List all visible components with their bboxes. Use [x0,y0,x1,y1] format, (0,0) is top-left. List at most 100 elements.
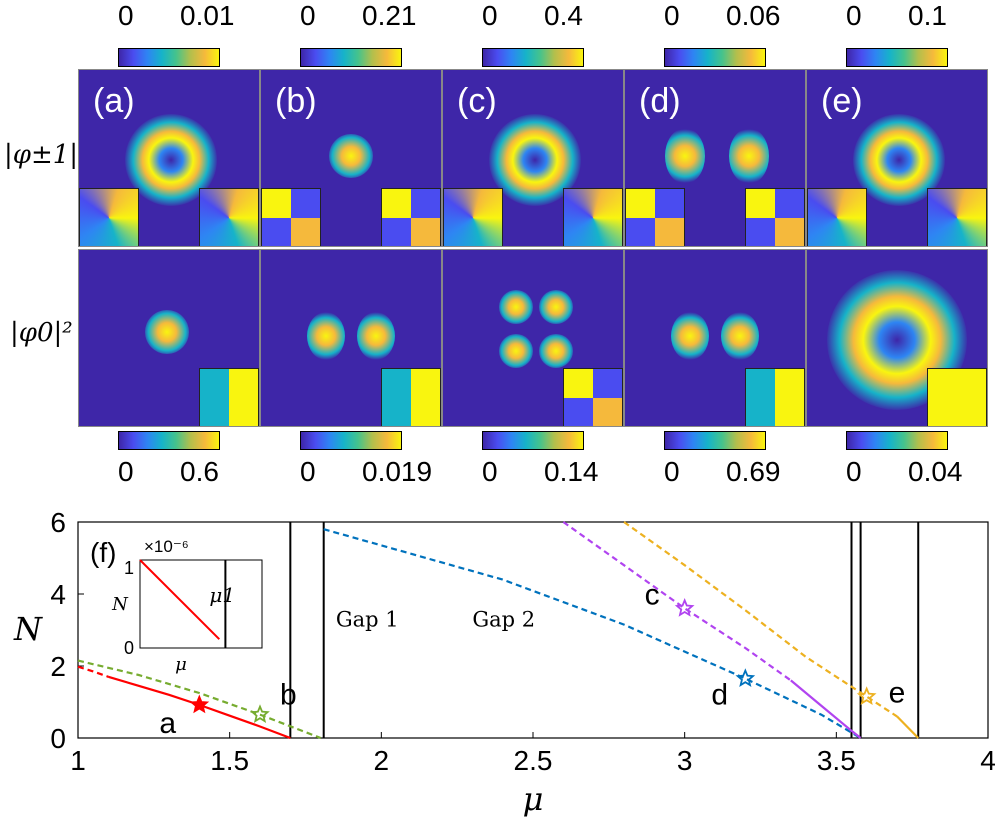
inset-line [139,559,221,640]
panel-label-2: (b) [275,82,317,120]
gap-label: Gap 2 [472,607,535,631]
inset-ylabel: N [111,594,129,615]
phase-inset-right [927,188,987,246]
bottom-colorbar-max-3: 0.14 [544,456,599,487]
x-tick-label: 3.5 [817,745,856,776]
series-line [562,521,792,682]
density-panel-r1-c4: (d) [624,69,806,247]
density-lobe-1 [499,290,533,324]
bottom-colorbar-4 [664,431,766,450]
y-tick-label: 2 [50,651,66,682]
top-colorbar-3 [482,48,584,67]
density-panel-r1-c1: (a) [78,69,260,247]
marker-label-b: b [280,679,297,712]
phase-inset-left [79,188,139,246]
inset-xlabel: μ [175,654,187,675]
panel-label-4: (d) [639,82,681,120]
top-colorbar-min-4: 0 [664,0,680,31]
bottom-colorbar-min-5: 0 [846,456,862,487]
x-tick-label: 1.5 [210,745,249,776]
phase-inset-right [563,188,623,246]
top-colorbar-5 [846,48,948,67]
density-lobe-right [729,128,769,184]
top-colorbar-min-5: 0 [846,0,862,31]
phase-inset [381,368,441,426]
marker-star [856,686,877,705]
top-colorbar-2 [300,48,402,67]
phase-inset-right [199,188,259,246]
top-colorbar-max-5: 0.1 [908,0,947,31]
panel-label-1: (a) [93,82,135,120]
density-blob [329,134,373,178]
top-colorbar-max-1: 0.01 [180,0,235,31]
density-lobe-left [307,312,345,360]
series-line [77,659,322,740]
top-colorbar-4 [664,48,766,67]
x-tick-label: 2 [374,745,390,776]
y-tick-label: 4 [50,579,66,610]
phase-inset-left [625,188,685,246]
x-tick-label: 1 [70,745,86,776]
y-tick-label: 6 [50,507,66,538]
density-panel-r2-c3 [442,249,624,427]
marker-label-d: d [711,679,728,712]
series-line [77,665,109,678]
density-panel-r1-c2: (b) [260,69,442,247]
inset-exponent: ×10⁻⁶ [144,537,189,556]
bottom-colorbar-max-4: 0.69 [726,456,781,487]
marker-label-a: a [159,707,176,740]
top-colorbar-max-4: 0.06 [726,0,781,31]
gap-label: Gap 1 [336,607,399,631]
phase-inset-left [261,188,321,246]
top-colorbar-max-3: 0.4 [544,0,583,31]
top-colorbar-min-1: 0 [118,0,134,31]
series-line [896,715,920,739]
density-lobe-right [357,312,395,360]
panel-label-5: (e) [821,82,863,120]
bottom-colorbar-max-1: 0.6 [180,456,219,487]
row-label-top: |φ±1|² [4,140,89,170]
density-blob [145,310,189,354]
density-lobe-3 [499,334,533,368]
marker-label-e: e [889,677,906,710]
bottom-colorbar-min-1: 0 [118,456,134,487]
density-panel-r2-c1 [78,249,260,427]
inset-ytick: 1 [124,558,134,578]
density-panel-r2-c5 [806,249,988,427]
inset-frame [139,559,263,649]
phase-inset [927,368,987,426]
bottom-colorbar-1 [118,431,220,450]
bottom-colorbar-max-2: 0.019 [362,456,433,487]
marker-star [735,668,756,687]
marker-star [189,694,210,714]
top-colorbar-min-3: 0 [482,0,498,31]
series-line [623,521,898,718]
panel-label-f: (f) [90,537,116,568]
phase-inset-right [745,188,805,246]
density-lobe-right [721,312,759,360]
phase-inset-left [807,188,867,246]
phase-inset-left [443,188,503,246]
marker-star [250,704,270,723]
bottom-colorbar-max-5: 0.04 [908,456,963,487]
marker-star [674,598,695,617]
inset-vline-label: μ1 [209,583,235,607]
top-colorbar-1 [118,48,220,67]
density-panel-r2-c4 [624,249,806,427]
bottom-colorbar-2 [300,431,402,450]
bottom-colorbar-min-2: 0 [300,456,316,487]
chart-frame [77,521,989,739]
bottom-colorbar-min-3: 0 [482,456,498,487]
marker-label-c: c [645,578,660,611]
phase-inset-right [381,188,441,246]
density-lobe-4 [539,334,573,368]
y-axis-label: N [13,610,43,648]
inset-ytick: 0 [124,638,134,658]
x-axis-label: μ [523,780,544,818]
density-panel-r1-c5: (e) [806,69,988,247]
series-line [323,528,862,739]
density-lobe-left [665,128,705,184]
density-panel-r1-c3: (c) [442,69,624,247]
series-line [108,675,291,740]
density-panel-r2-c2 [260,249,442,427]
